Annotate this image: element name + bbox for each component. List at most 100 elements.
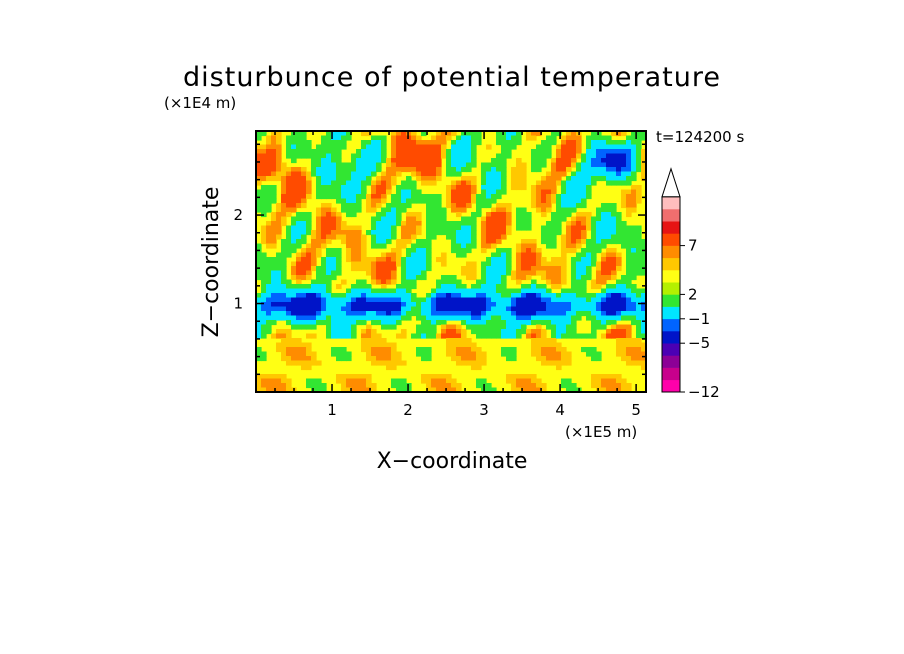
field-cell <box>261 198 267 204</box>
field-cell <box>401 333 407 339</box>
field-cell <box>256 315 262 321</box>
field-cell <box>341 131 347 137</box>
field-cell <box>561 266 567 272</box>
field-cell <box>551 234 557 240</box>
field-cell <box>441 311 447 317</box>
field-cell <box>416 149 422 155</box>
field-cell <box>581 293 587 299</box>
field-cell <box>466 288 472 294</box>
field-cell <box>581 248 587 254</box>
field-cell <box>551 135 557 141</box>
field-cell <box>531 306 537 312</box>
field-cell <box>536 329 542 335</box>
field-cell <box>286 194 292 200</box>
field-cell <box>536 378 542 384</box>
field-cell <box>416 194 422 200</box>
field-cell <box>406 185 412 191</box>
field-cell <box>316 221 322 227</box>
field-cell <box>506 216 512 222</box>
field-cell <box>336 306 342 312</box>
field-cell <box>631 306 637 312</box>
field-cell <box>326 221 332 227</box>
field-cell <box>511 275 517 281</box>
field-cell <box>606 234 612 240</box>
field-cell <box>421 158 427 164</box>
field-cell <box>256 311 262 317</box>
field-cell <box>641 261 646 267</box>
field-cell <box>371 171 377 177</box>
field-cell <box>276 221 282 227</box>
field-cell <box>316 180 322 186</box>
field-cell <box>401 180 407 186</box>
field-cell <box>326 252 332 258</box>
field-cell <box>576 221 582 227</box>
field-cell <box>396 144 402 150</box>
field-cell <box>351 374 357 380</box>
field-cell <box>321 149 327 155</box>
field-cell <box>501 257 507 263</box>
field-cell <box>531 135 537 141</box>
field-cell <box>606 230 612 236</box>
field-cell <box>411 270 417 276</box>
field-cell <box>451 311 457 317</box>
field-cell <box>446 329 452 335</box>
field-cell <box>316 194 322 200</box>
field-cell <box>296 275 302 281</box>
field-cell <box>401 189 407 195</box>
field-cell <box>551 239 557 245</box>
field-cell <box>341 144 347 150</box>
field-cell <box>436 153 442 159</box>
field-cell <box>506 252 512 258</box>
field-cell <box>551 297 557 303</box>
field-cell <box>631 239 637 245</box>
field-cell <box>376 288 382 294</box>
field-cell <box>351 320 357 326</box>
field-cell <box>616 266 622 272</box>
field-cell <box>471 270 477 276</box>
field-cell <box>636 320 642 326</box>
field-cell <box>426 347 432 353</box>
field-cell <box>636 311 642 317</box>
field-cell <box>471 230 477 236</box>
field-cell <box>286 189 292 195</box>
field-cell <box>451 194 457 200</box>
field-cell <box>276 347 282 353</box>
field-cell <box>531 315 537 321</box>
field-cell <box>551 324 557 330</box>
field-cell <box>556 306 562 312</box>
field-cell <box>466 270 472 276</box>
field-cell <box>481 356 487 362</box>
field-cell <box>336 374 342 380</box>
field-cell <box>581 333 587 339</box>
field-cell <box>266 315 272 321</box>
field-cell <box>541 194 547 200</box>
field-cell <box>336 261 342 267</box>
field-cell <box>546 153 552 159</box>
field-cell <box>321 270 327 276</box>
field-cell <box>466 360 472 366</box>
field-cell <box>616 329 622 335</box>
field-cell <box>291 261 297 267</box>
field-cell <box>561 293 567 299</box>
field-cell <box>621 230 627 236</box>
field-cell <box>566 360 572 366</box>
field-cell <box>426 234 432 240</box>
field-cell <box>436 284 442 290</box>
field-cell <box>361 387 367 392</box>
field-cell <box>431 153 437 159</box>
field-cell <box>326 216 332 222</box>
field-cell <box>631 140 637 146</box>
field-cell <box>396 212 402 218</box>
field-cell <box>336 315 342 321</box>
field-cell <box>506 297 512 303</box>
field-cell <box>431 176 437 182</box>
field-cell <box>606 306 612 312</box>
field-cell <box>601 207 607 213</box>
field-cell <box>536 288 542 294</box>
field-cell <box>421 243 427 249</box>
field-cell <box>601 293 607 299</box>
field-cell <box>471 189 477 195</box>
field-cell <box>301 302 307 308</box>
field-cell <box>426 356 432 362</box>
field-cell <box>611 153 617 159</box>
